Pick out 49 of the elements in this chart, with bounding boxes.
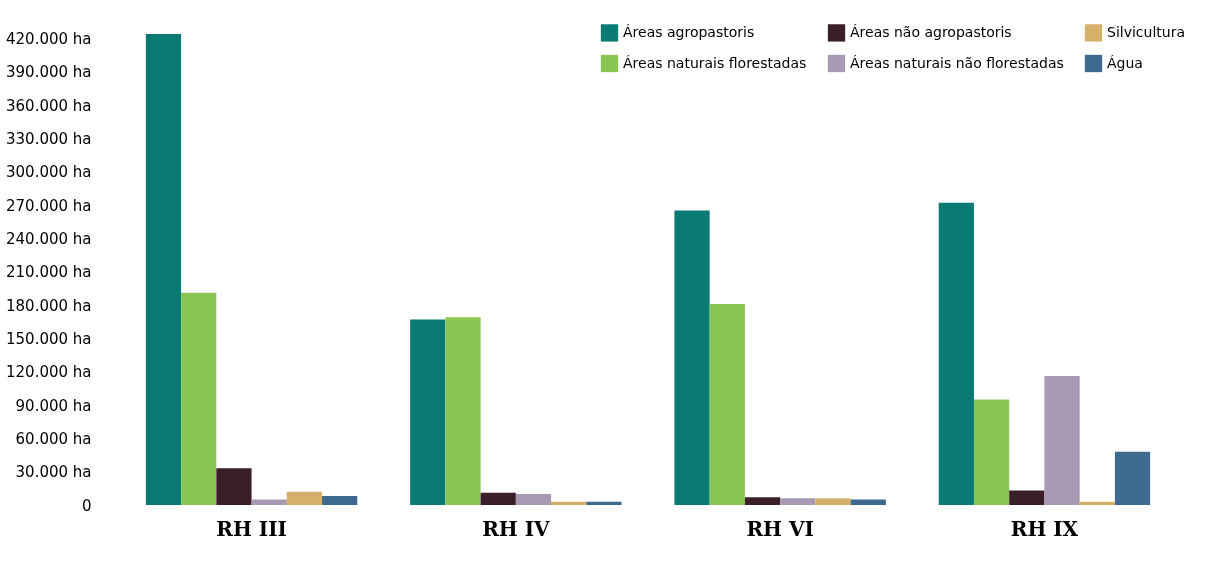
bar bbox=[1044, 376, 1080, 505]
y-tick-label: 240.000 ha bbox=[6, 229, 92, 248]
y-tick-label: 60.000 ha bbox=[15, 429, 92, 448]
y-tick-label: 180.000 ha bbox=[6, 296, 92, 315]
y-tick-label: 0 bbox=[81, 496, 92, 515]
bar bbox=[480, 492, 516, 505]
legend-label: Áreas agropastoris bbox=[623, 23, 755, 40]
bar bbox=[709, 303, 745, 505]
y-tick-label: 210.000 ha bbox=[6, 263, 92, 282]
bar bbox=[780, 498, 816, 505]
bar bbox=[674, 210, 710, 505]
bar bbox=[938, 202, 974, 505]
y-tick-label: 30.000 ha bbox=[15, 463, 92, 482]
x-tick-label: RH IX bbox=[1010, 516, 1079, 541]
bar bbox=[515, 493, 552, 505]
bar bbox=[1114, 451, 1151, 505]
bar bbox=[586, 501, 622, 505]
y-tick-label: 330.000 ha bbox=[6, 129, 92, 148]
y-tick-label: 120.000 ha bbox=[6, 363, 92, 382]
legend-label: Áreas não agropastoris bbox=[850, 23, 1012, 40]
bar bbox=[410, 319, 446, 505]
legend-label: Áreas naturais não florestadas bbox=[850, 54, 1064, 71]
bar bbox=[973, 399, 1010, 505]
bar bbox=[1079, 501, 1115, 505]
bar bbox=[850, 499, 886, 505]
y-tick-label: 420.000 ha bbox=[6, 29, 92, 48]
y-tick-label: 300.000 ha bbox=[6, 163, 92, 182]
bar bbox=[551, 501, 587, 505]
x-tick-label: RH III bbox=[216, 516, 287, 541]
bar bbox=[145, 33, 182, 505]
bar bbox=[1009, 490, 1045, 505]
bar bbox=[216, 468, 252, 505]
bar bbox=[181, 292, 217, 505]
x-tick-label: RH VI bbox=[746, 516, 814, 541]
legend-label: Silvicultura bbox=[1107, 23, 1185, 40]
bar bbox=[251, 499, 287, 505]
legend-label: Áreas naturais florestadas bbox=[623, 54, 807, 71]
bar bbox=[445, 317, 481, 505]
y-tick-label: 90.000 ha bbox=[15, 396, 92, 415]
bar bbox=[322, 496, 358, 505]
y-tick-label: 360.000 ha bbox=[6, 96, 92, 115]
legend-label: Água bbox=[1107, 54, 1143, 71]
x-tick-label: RH IV bbox=[482, 516, 551, 541]
y-tick-label: 270.000 ha bbox=[6, 196, 92, 215]
bar bbox=[286, 491, 323, 505]
bar bbox=[744, 497, 781, 505]
y-tick-label: 390.000 ha bbox=[6, 63, 92, 82]
y-tick-label: 150.000 ha bbox=[6, 329, 92, 348]
bar bbox=[815, 498, 851, 505]
